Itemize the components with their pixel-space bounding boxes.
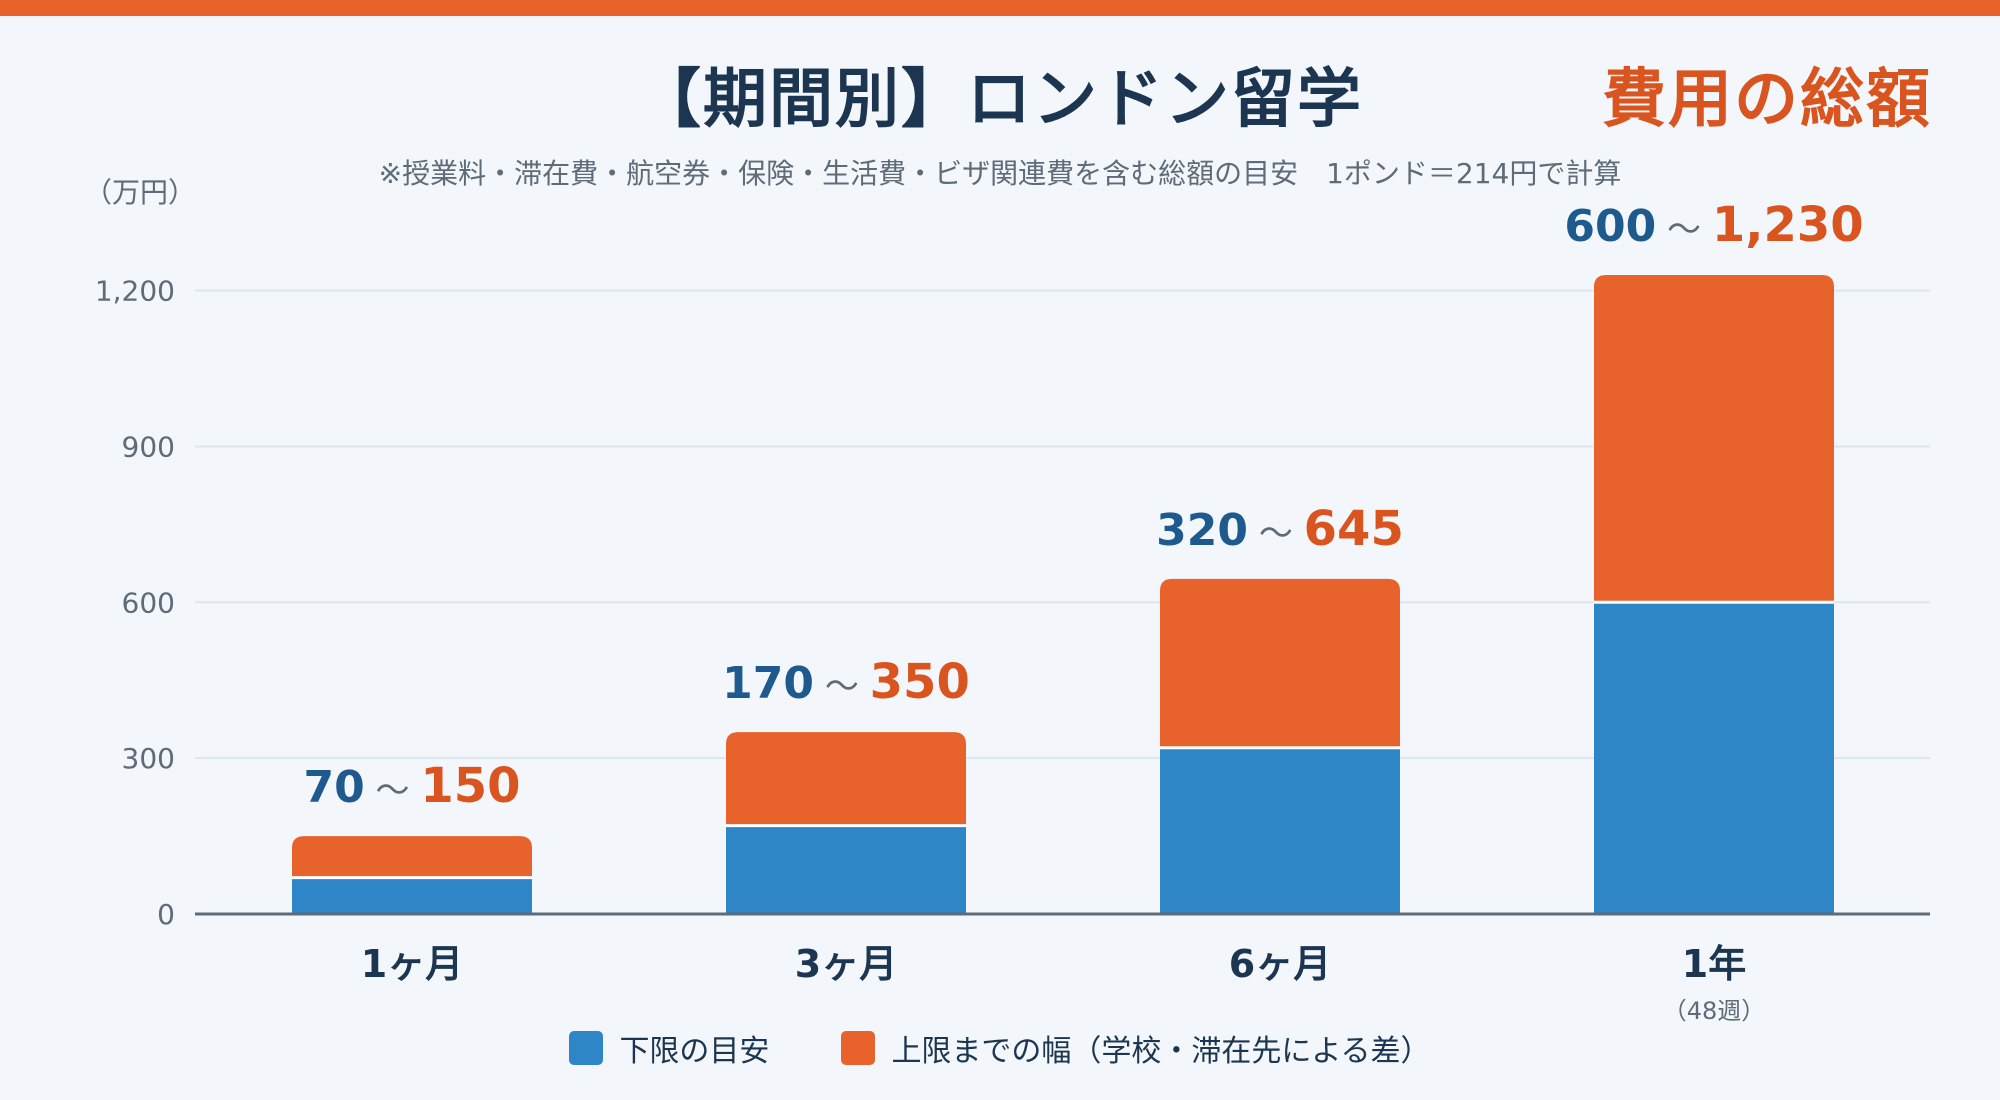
x-category-label: 3ヶ月 bbox=[795, 942, 897, 986]
bar-value-label: 170 ～ 350 bbox=[722, 654, 970, 710]
bar-range-segment bbox=[292, 836, 532, 878]
bar-range-segment bbox=[1160, 578, 1400, 748]
top-accent-bar bbox=[0, 0, 2000, 16]
bar-value-high: 645 bbox=[1304, 501, 1404, 557]
legend-label-range: 上限までの幅（学校・滞在先による差） bbox=[891, 1034, 1431, 1069]
bar-value-low: 600 bbox=[1564, 201, 1656, 252]
legend-label-lower: 下限の目安 bbox=[619, 1034, 770, 1069]
bar-lower-segment bbox=[1594, 602, 1834, 914]
x-category-label: 1ヶ月 bbox=[361, 942, 463, 986]
legend-swatch-range bbox=[841, 1031, 876, 1065]
chart-title-accent: 費用の総額 bbox=[1602, 63, 1932, 137]
bar-value-separator: ～ bbox=[365, 771, 421, 811]
bar-lower-segment bbox=[1160, 747, 1400, 914]
legend-item-lower: 下限の目安 bbox=[569, 1026, 769, 1070]
bar-value-high: 1,230 bbox=[1712, 197, 1864, 253]
x-category-note: （48週） bbox=[1663, 997, 1766, 1025]
bar-value-high: 150 bbox=[420, 758, 520, 814]
bar-lower-segment bbox=[292, 877, 532, 914]
legend-swatch-lower bbox=[569, 1031, 604, 1065]
bar-value-low: 70 bbox=[303, 762, 364, 813]
bar-value-low: 320 bbox=[1156, 505, 1248, 556]
bar-value-high: 350 bbox=[870, 654, 970, 710]
bar-range-segment bbox=[726, 732, 966, 826]
y-tick-label: 300 bbox=[122, 742, 175, 775]
y-tick-label: 900 bbox=[122, 430, 175, 463]
y-axis-unit-label: （万円） bbox=[84, 176, 196, 209]
x-category-label: 1年 bbox=[1682, 942, 1746, 986]
bar-value-label: 320 ～ 645 bbox=[1156, 501, 1404, 557]
x-category-label: 6ヶ月 bbox=[1229, 942, 1331, 986]
bar-range-segment bbox=[1594, 275, 1834, 603]
bar-value-low: 170 bbox=[722, 658, 814, 709]
chart-legend: 下限の目安 上限までの幅（学校・滞在先による差） bbox=[0, 1026, 2000, 1070]
bar-value-label: 600 ～ 1,230 bbox=[1564, 197, 1863, 253]
bar-value-separator: ～ bbox=[814, 667, 870, 707]
legend-item-range: 上限までの幅（学校・滞在先による差） bbox=[841, 1026, 1431, 1070]
bar-value-separator: ～ bbox=[1248, 514, 1304, 554]
y-tick-label: 600 bbox=[122, 586, 175, 619]
bar-value-label: 70 ～ 150 bbox=[303, 758, 520, 814]
y-tick-label: 1,200 bbox=[95, 275, 175, 308]
y-tick-label: 0 bbox=[157, 898, 175, 931]
bar-lower-segment bbox=[726, 825, 966, 914]
chart-title: 【期間別】ロンドン留学 bbox=[637, 63, 1363, 137]
chart-subtitle: ※授業料・滞在費・航空券・保険・生活費・ビザ関連費を含む総額の目安 1ポンド＝2… bbox=[378, 157, 1622, 190]
bar-value-separator: ～ bbox=[1656, 210, 1712, 250]
